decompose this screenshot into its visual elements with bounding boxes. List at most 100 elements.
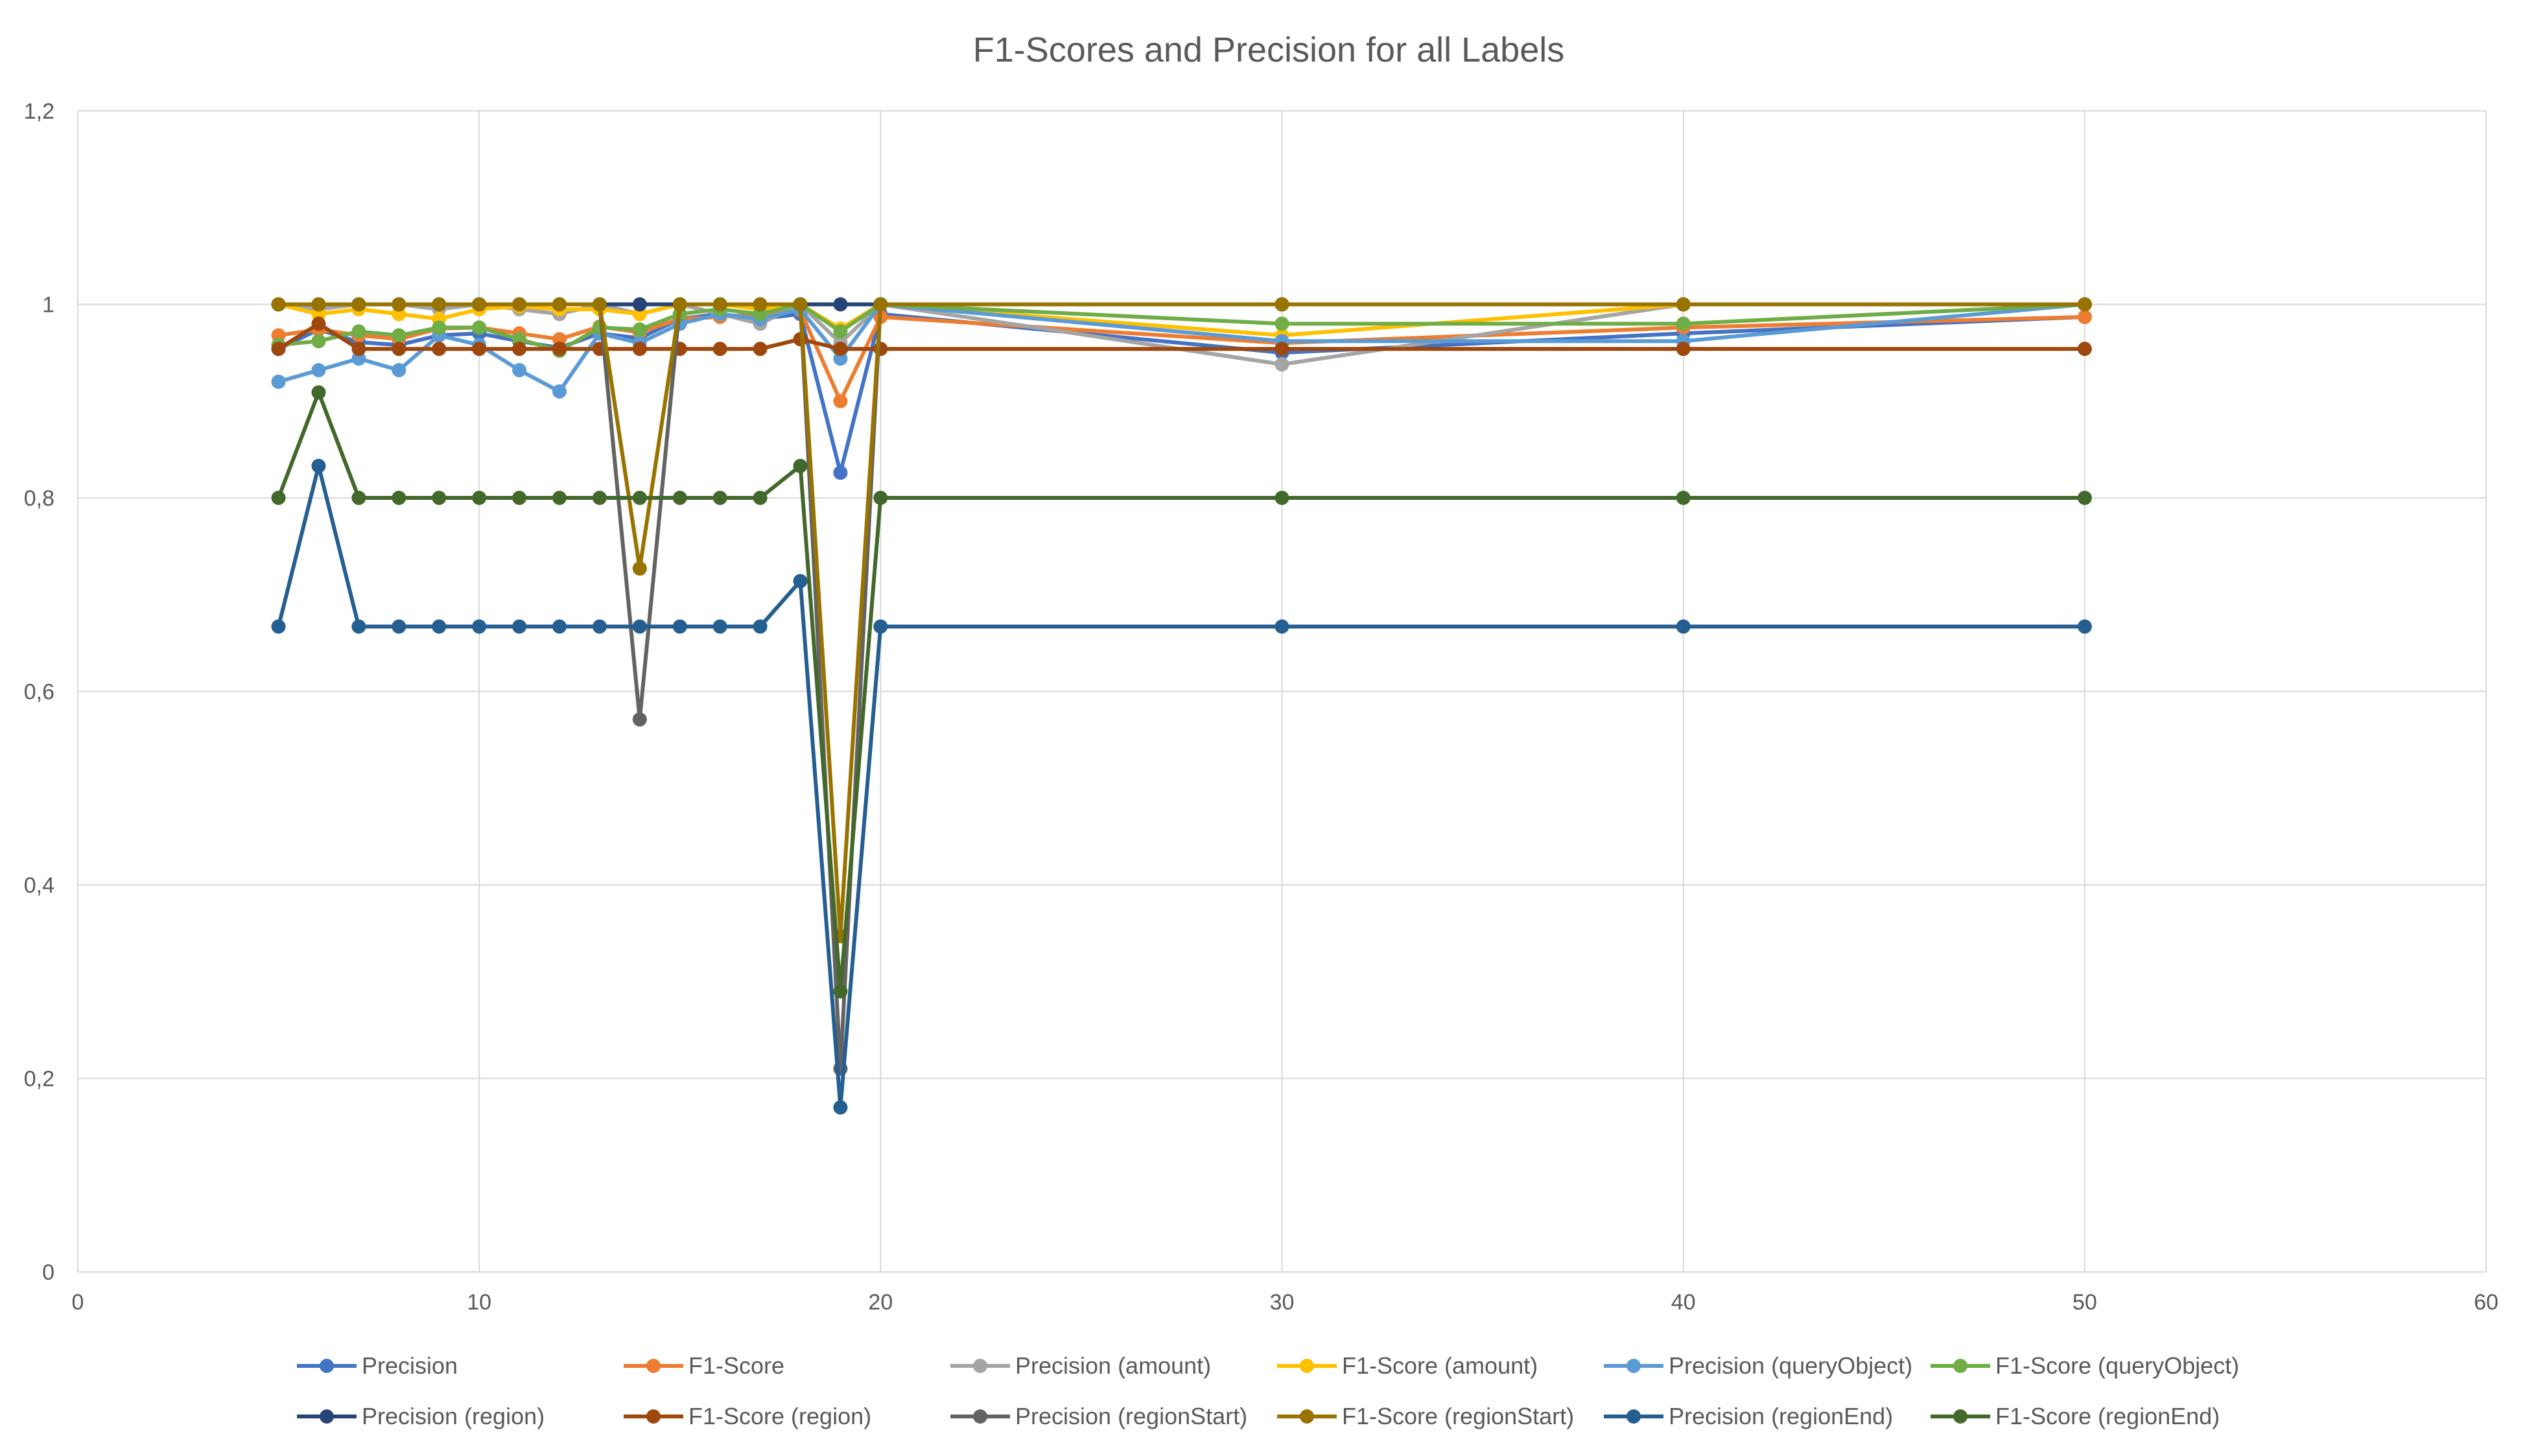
legend-marker-icon: [973, 1359, 987, 1373]
data-point: [552, 297, 567, 312]
data-point: [833, 342, 848, 357]
legend-label: F1-Score (region): [688, 1403, 871, 1429]
data-point: [632, 712, 647, 727]
data-point: [392, 342, 406, 357]
legend-marker-icon: [646, 1359, 661, 1373]
data-point: [712, 619, 727, 634]
data-point: [472, 342, 487, 357]
legend-marker-icon: [1953, 1359, 1968, 1373]
data-point: [2077, 619, 2092, 634]
data-point: [432, 320, 447, 335]
legend-label: F1-Score (amount): [1342, 1352, 1538, 1379]
data-point: [351, 342, 366, 357]
gridlines: [77, 110, 2487, 1273]
legend-item: Precision (region): [297, 1403, 545, 1429]
data-point: [753, 619, 768, 634]
data-point: [351, 619, 366, 634]
data-point: [793, 297, 808, 312]
legend-item: F1-Score (regionEnd): [1931, 1403, 2220, 1429]
data-point: [833, 297, 848, 312]
data-point: [1275, 342, 1289, 357]
legend-marker-icon: [1300, 1409, 1314, 1424]
legend-item: Precision (amount): [950, 1352, 1211, 1379]
legend-item: F1-Score (regionStart): [1277, 1403, 1574, 1429]
data-point: [512, 297, 527, 312]
legend-label: Precision: [362, 1352, 458, 1379]
legend-marker-icon: [1300, 1359, 1314, 1373]
data-point: [1275, 357, 1289, 372]
data-point: [472, 297, 487, 312]
data-point: [392, 491, 406, 505]
data-point: [672, 619, 687, 634]
legend-item: F1-Score: [624, 1352, 784, 1379]
x-tick-label: 50: [2073, 1290, 2097, 1315]
data-point: [873, 491, 888, 505]
data-point: [873, 297, 888, 312]
legend-marker-icon: [1627, 1409, 1641, 1424]
data-point: [833, 1100, 848, 1115]
legend-item: F1-Score (region): [624, 1403, 871, 1429]
data-point: [1676, 342, 1691, 357]
series-line: [276, 464, 2085, 1110]
legend-marker-icon: [646, 1409, 661, 1424]
data-point: [753, 342, 768, 357]
data-point: [632, 297, 647, 312]
data-point: [1676, 619, 1691, 634]
data-point: [592, 491, 607, 505]
legend-label: Precision (amount): [1015, 1352, 1211, 1379]
legend-label: Precision (regionEnd): [1669, 1403, 1893, 1429]
x-tick-label: 30: [1270, 1290, 1295, 1315]
data-point: [271, 297, 286, 312]
data-point: [311, 385, 326, 400]
data-point: [1676, 297, 1691, 312]
y-tick-label: 0,8: [24, 486, 54, 511]
legend-label: F1-Score (regionEnd): [1995, 1403, 2220, 1429]
legend-marker-icon: [320, 1359, 334, 1373]
x-tick-label: 60: [2474, 1290, 2498, 1315]
data-point: [472, 320, 487, 335]
data-point: [833, 393, 848, 408]
data-point: [311, 458, 326, 473]
data-point: [833, 465, 848, 480]
legend-item: Precision (queryObject): [1604, 1352, 1912, 1379]
legend-marker-icon: [320, 1409, 334, 1424]
y-tick-label: 0,6: [24, 680, 54, 705]
legend-label: Precision (regionStart): [1015, 1403, 1247, 1429]
data-point: [552, 491, 567, 505]
data-point: [512, 619, 527, 634]
data-point: [712, 297, 727, 312]
data-point: [351, 324, 366, 339]
data-point: [592, 297, 607, 312]
data-point: [392, 297, 406, 312]
data-point: [311, 362, 326, 377]
data-point: [873, 619, 888, 634]
data-point: [1676, 491, 1691, 505]
legend-item: F1-Score (queryObject): [1931, 1352, 2239, 1379]
data-point: [632, 619, 647, 634]
legend-item: Precision (regionStart): [950, 1403, 1247, 1429]
y-tick-label: 1,2: [24, 99, 54, 124]
data-point: [392, 328, 406, 343]
data-point: [311, 297, 326, 312]
data-point: [1275, 316, 1289, 331]
legend-item: Precision (regionEnd): [1604, 1403, 1893, 1429]
data-point: [392, 362, 406, 377]
data-point: [552, 619, 567, 634]
legend-label: F1-Score (regionStart): [1342, 1403, 1574, 1429]
series-line: [278, 302, 2085, 1071]
data-point: [2077, 309, 2092, 324]
y-tick-label: 0,2: [24, 1067, 54, 1092]
x-tick-label: 40: [1671, 1290, 1696, 1315]
data-point: [672, 297, 687, 312]
series-7: [271, 316, 2092, 357]
data-point: [311, 316, 326, 331]
series-line: [278, 302, 2085, 366]
data-point: [432, 297, 447, 312]
legend-label: Precision (queryObject): [1669, 1352, 1912, 1379]
data-point: [271, 491, 286, 505]
data-point: [632, 491, 647, 505]
data-point: [512, 342, 527, 357]
data-point: [552, 342, 567, 357]
data-point: [753, 491, 768, 505]
